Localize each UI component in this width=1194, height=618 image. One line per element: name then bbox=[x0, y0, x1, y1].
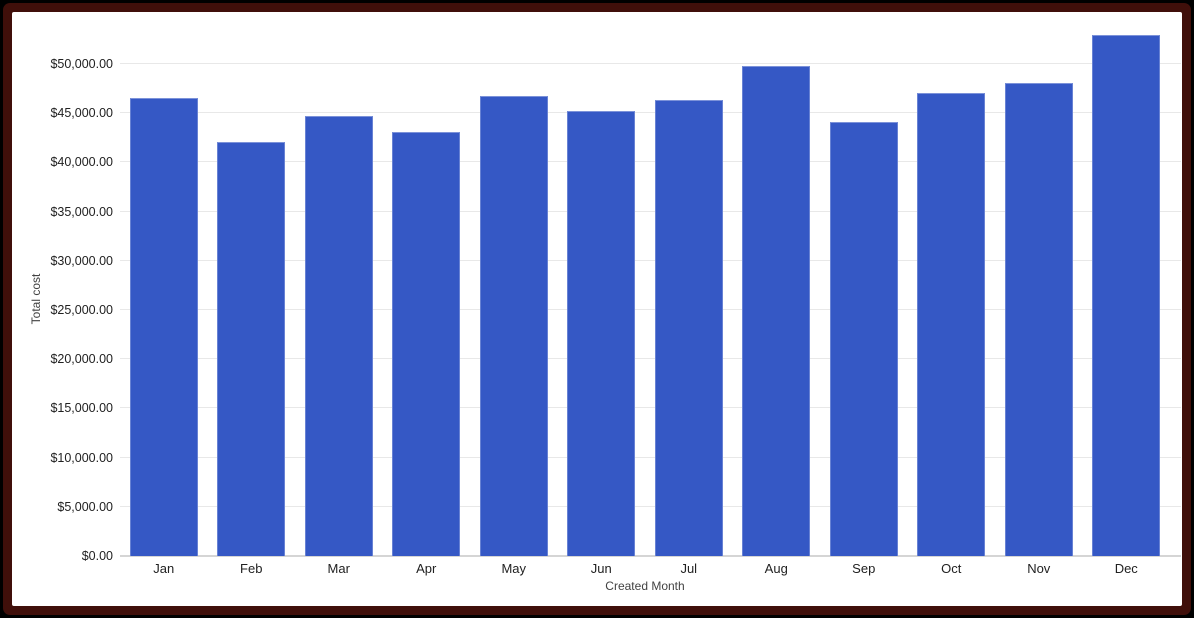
bar-nov[interactable] bbox=[1004, 82, 1073, 556]
bar-dec[interactable] bbox=[1092, 34, 1161, 556]
bar-oct[interactable] bbox=[917, 93, 986, 556]
y-tick-label: $15,000.00 bbox=[50, 401, 113, 416]
bar-jul[interactable] bbox=[654, 99, 723, 556]
bar-may[interactable] bbox=[479, 96, 548, 556]
x-tick-label-mar: Mar bbox=[327, 561, 350, 576]
bar-aug[interactable] bbox=[742, 66, 811, 556]
bar-mar[interactable] bbox=[304, 116, 373, 556]
x-axis-title: Created Month bbox=[605, 579, 685, 593]
x-tick-label-aug: Aug bbox=[764, 561, 788, 576]
x-tick-label-feb: Feb bbox=[240, 561, 263, 576]
x-tick-label-oct: Oct bbox=[941, 561, 962, 576]
gridline bbox=[120, 505, 1181, 507]
bar-jun[interactable] bbox=[567, 111, 636, 556]
y-tick-label: $40,000.00 bbox=[50, 155, 113, 170]
window-border: Total cost Created Month $0.00 $5,000.00 $… bbox=[3, 3, 1191, 615]
bar-sep[interactable] bbox=[829, 122, 898, 556]
gridline bbox=[120, 161, 1181, 163]
x-tick-label-apr: Apr bbox=[416, 561, 437, 576]
x-tick-label-nov: Nov bbox=[1027, 561, 1051, 576]
x-tick-label-may: May bbox=[501, 561, 527, 576]
plot-area bbox=[120, 33, 1181, 557]
gridline bbox=[120, 259, 1181, 261]
x-tick-label-dec: Dec bbox=[1114, 561, 1138, 576]
gridline bbox=[120, 63, 1181, 64]
x-tick-label-sep: Sep bbox=[852, 561, 876, 576]
gridline bbox=[120, 407, 1181, 409]
y-tick-label: $10,000.00 bbox=[50, 450, 113, 465]
gridline bbox=[120, 210, 1181, 212]
bar-jan[interactable] bbox=[129, 97, 198, 556]
y-tick-label: $20,000.00 bbox=[50, 352, 113, 367]
gridline bbox=[120, 112, 1181, 114]
gridline bbox=[120, 309, 1181, 310]
y-tick-label: $45,000.00 bbox=[50, 106, 113, 121]
x-tick-label-jul: Jul bbox=[680, 561, 698, 576]
bar-feb[interactable] bbox=[217, 141, 286, 556]
y-tick-label: $25,000.00 bbox=[50, 302, 113, 317]
x-tick-label-jan: Jan bbox=[153, 561, 175, 576]
x-tick-label-jun: Jun bbox=[590, 561, 612, 576]
chart-canvas: Total cost Created Month $0.00 $5,000.00 $… bbox=[12, 12, 1182, 606]
gridline bbox=[120, 358, 1181, 360]
gridline bbox=[120, 456, 1181, 458]
y-tick-label: $0.00 bbox=[81, 549, 113, 563]
y-tick-label: $5,000.00 bbox=[57, 499, 113, 514]
y-tick-label: $50,000.00 bbox=[50, 56, 113, 71]
y-tick-label: $30,000.00 bbox=[50, 253, 113, 268]
bar-apr[interactable] bbox=[392, 131, 461, 556]
y-tick-label: $35,000.00 bbox=[50, 204, 113, 219]
x-axis-baseline bbox=[120, 555, 1181, 557]
